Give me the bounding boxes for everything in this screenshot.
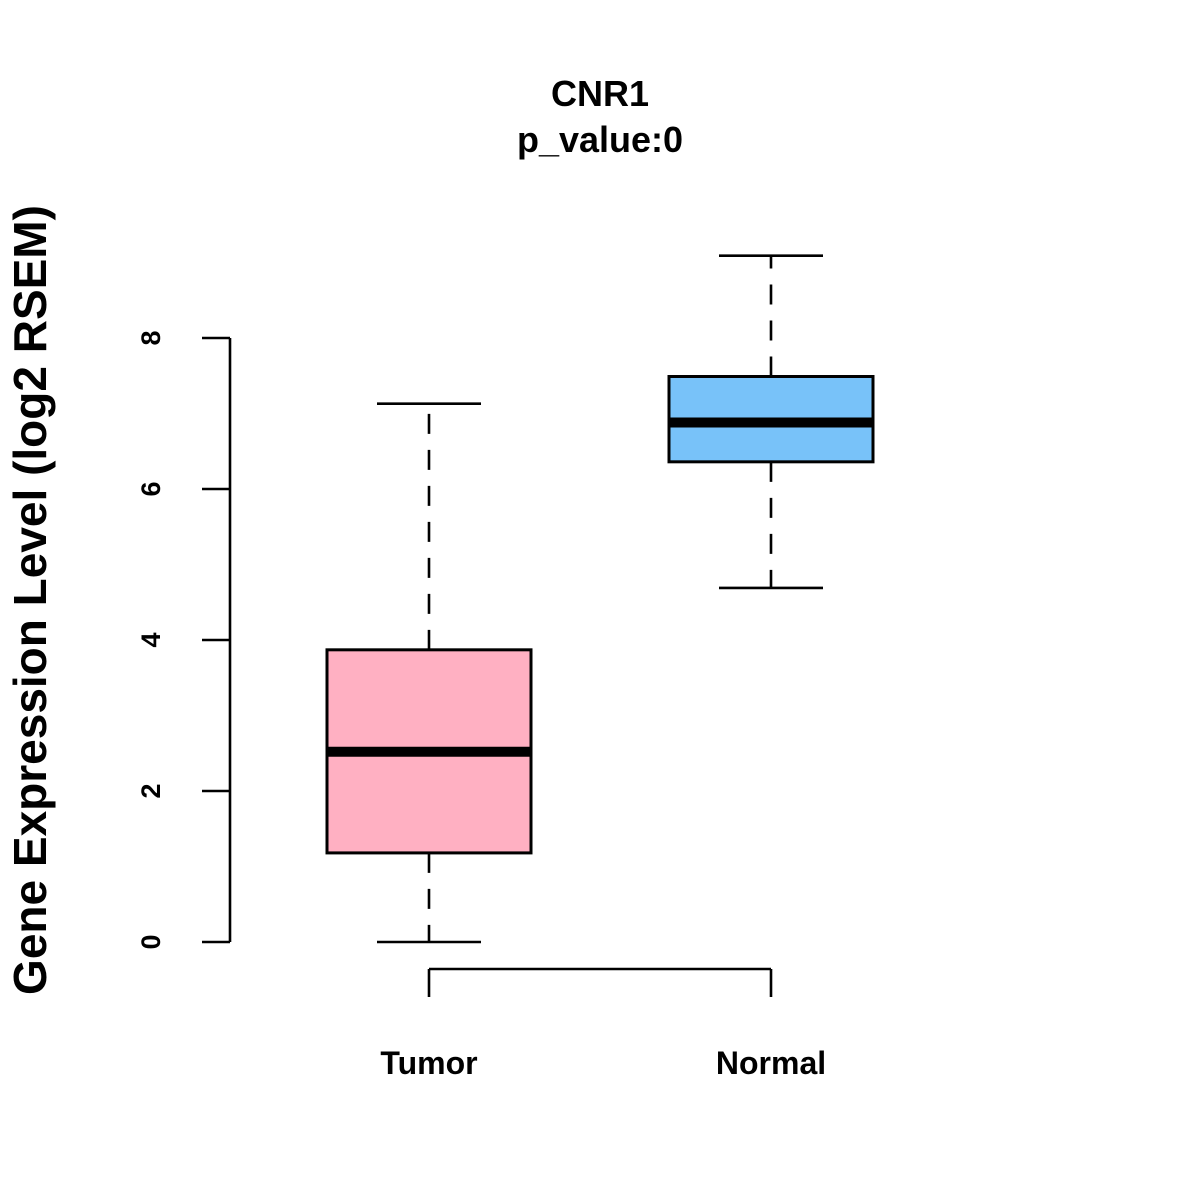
y-tick-label-6: 6	[136, 481, 166, 496]
y-tick-label-8: 8	[136, 330, 166, 345]
box-tumor	[325, 402, 533, 944]
chart-subtitle: p_value:0	[517, 119, 683, 160]
chart-title: CNR1	[551, 73, 649, 114]
x-axis: Tumor Normal	[380, 967, 826, 1081]
box-normal	[667, 254, 875, 590]
y-axis-label: Gene Expression Level (log2 RSEM)	[4, 205, 56, 995]
y-tick-label-2: 2	[136, 783, 166, 798]
y-tick-label-0: 0	[136, 934, 166, 949]
x-tick-label-tumor: Tumor	[380, 1045, 477, 1081]
y-axis: 0 2 4 6 8	[136, 330, 232, 950]
x-tick-label-normal: Normal	[716, 1045, 826, 1081]
y-tick-label-4: 4	[136, 632, 166, 647]
boxes-group	[325, 254, 875, 944]
